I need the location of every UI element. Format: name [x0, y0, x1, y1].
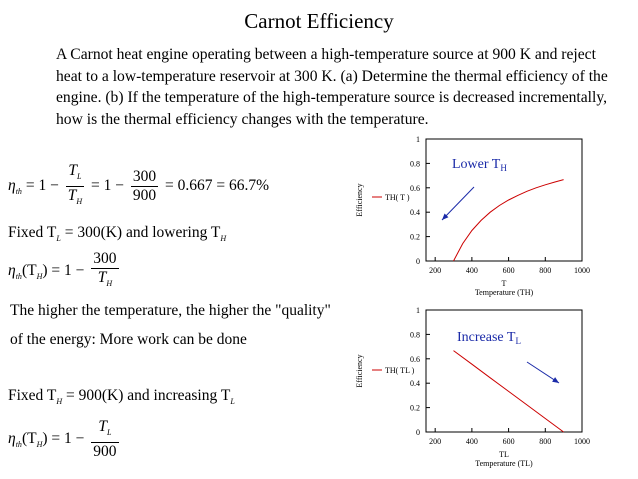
- eta-subscript-3: th: [15, 440, 22, 450]
- eta-symbol-3: η: [8, 430, 16, 448]
- efficiency-vs-th-chart: 0 0.2 0.4 0.6 0.8 1 200 400 600 800 1000 Efficiency…: [355, 135, 590, 297]
- frac4-num-sub: L: [106, 428, 112, 437]
- fixed-th-line: Fixed TH = 900(K) and increasing TL: [8, 387, 235, 406]
- paren-sub-2: H: [36, 440, 43, 450]
- fraction-tl-th: TL TH: [65, 162, 85, 211]
- eta-subscript-2: th: [15, 272, 22, 282]
- equals-sign: =: [25, 177, 35, 195]
- frac-num-T: T: [68, 162, 77, 179]
- frac-num-sub: L: [76, 172, 82, 181]
- x-tick-label: 600: [503, 266, 515, 275]
- x-tick-label: 400: [466, 437, 478, 446]
- y-tick-label: 0: [416, 257, 420, 266]
- paren-sub: H: [36, 272, 43, 282]
- annotation-label: Lower TH: [452, 157, 507, 173]
- fixed-th-prefix: Fixed T: [8, 387, 57, 404]
- fixed-th-sub: H: [56, 397, 63, 406]
- paren-close: ): [42, 262, 48, 280]
- frac3-den-sub: H: [106, 279, 113, 288]
- eta-subscript: th: [15, 187, 22, 197]
- y-tick-label: 0.8: [410, 330, 420, 339]
- fraction-300-900: 300 900: [130, 168, 159, 205]
- eta-of-th-equation: ηth(TH) = 1 − 300 TH: [8, 250, 122, 293]
- eta-symbol: η: [8, 177, 16, 195]
- x-tick-label: 200: [429, 266, 441, 275]
- annotation-subscript: L: [515, 336, 521, 346]
- eta-of-tl-equation: ηth(TH) = 1 − TL 900: [8, 418, 122, 461]
- y-tick-label: 0.8: [410, 159, 420, 168]
- y-axis-label: Efficiency: [355, 183, 364, 216]
- annotation-subscript: H: [500, 163, 507, 173]
- quality-statement-line2: of the energy: More work can be done: [10, 331, 247, 348]
- fraction-300-th: 300 TH: [91, 250, 119, 293]
- paren-open: (T: [21, 262, 37, 280]
- x-axis-label: Temperature (TL): [475, 459, 533, 468]
- x-tick-label: 800: [539, 437, 551, 446]
- annotation-arrow-head: [552, 377, 559, 383]
- y-tick-label: 0.6: [410, 184, 420, 193]
- one-minus: 1 −: [38, 177, 59, 195]
- fixed-tl-sub: L: [56, 234, 61, 243]
- annotation-label: Increase TL: [457, 330, 521, 346]
- efficiency-equation: ηth = 1 − TL TH = 1 − 300 900 = 0.667 = …: [8, 162, 269, 211]
- one-minus-2: 1 −: [103, 177, 124, 195]
- eta-symbol-2: η: [8, 262, 16, 280]
- x-tick-label: 200: [429, 437, 441, 446]
- legend-label: TH( T ): [385, 193, 410, 202]
- y-tick-label: 1: [416, 135, 420, 144]
- x-tick-label: 800: [539, 266, 551, 275]
- y-tick-label: 1: [416, 306, 420, 315]
- lowering-sub: H: [220, 234, 227, 243]
- y-tick-label: 0.2: [410, 404, 420, 413]
- frac4-num-T: T: [98, 418, 107, 435]
- equals-sign-4: =: [51, 430, 61, 448]
- increasing-sub: L: [230, 397, 235, 406]
- x-axis-label: Temperature (TH): [475, 288, 534, 297]
- y-axis-label: Efficiency: [355, 354, 364, 387]
- efficiency-series-line: [453, 179, 564, 262]
- frac-num-300: 300: [130, 168, 159, 187]
- fixed-tl-suffix: = 300(K) and lowering T: [64, 224, 221, 241]
- frac-den-T: T: [67, 187, 77, 204]
- x-tick-label: 1000: [574, 437, 590, 446]
- frac3-num: 300: [91, 250, 119, 269]
- fixed-tl-prefix: Fixed T: [8, 224, 57, 241]
- y-tick-label: 0.4: [410, 208, 420, 217]
- y-tick-label: 0.6: [410, 355, 420, 364]
- fixed-th-suffix: = 900(K) and increasing T: [66, 387, 231, 404]
- y-tick-label: 0: [416, 428, 420, 437]
- efficiency-result: = 0.667 = 66.7%: [164, 177, 269, 195]
- plot-frame: [425, 309, 583, 433]
- one-minus-4: 1 −: [64, 430, 85, 448]
- annotation-arrow-head: [442, 213, 449, 220]
- equals-sign-2: =: [90, 177, 100, 195]
- frac3-den-T: T: [97, 269, 107, 286]
- efficiency-series-line: [453, 350, 564, 433]
- problem-statement: A Carnot heat engine operating between a…: [56, 46, 608, 128]
- x-tick-label: 600: [503, 437, 515, 446]
- annotation-arrow-shaft: [441, 186, 475, 221]
- fixed-tl-line: Fixed TL = 300(K) and lowering TH: [8, 224, 226, 243]
- legend-label: TH( TL ): [385, 366, 415, 375]
- y-tick-label: 0.4: [410, 379, 420, 388]
- paren-close-2: ): [42, 430, 48, 448]
- frac4-den: 900: [93, 443, 117, 460]
- one-minus-3: 1 −: [64, 262, 85, 280]
- y-tick-label: 0.2: [410, 233, 420, 242]
- fraction-tl-900: TL 900: [91, 418, 119, 461]
- equals-sign-3: =: [51, 262, 61, 280]
- x-tick-label: 400: [466, 266, 478, 275]
- x-axis-variable-label: TL: [499, 450, 509, 459]
- quality-statement-line1: The higher the temperature, the higher t…: [10, 302, 331, 319]
- paren-open-2: (T: [21, 430, 37, 448]
- slide-title: Carnot Efficiency: [244, 9, 394, 33]
- efficiency-vs-tl-chart: 0 0.2 0.4 0.6 0.8 1 200 400 600 800 1000 Efficiency…: [355, 306, 590, 468]
- plot-frame: [425, 138, 583, 262]
- x-tick-label: 1000: [574, 266, 590, 275]
- frac-den-sub: H: [76, 197, 83, 206]
- frac-den-900: 900: [132, 187, 157, 204]
- x-axis-variable-label: T: [502, 279, 507, 288]
